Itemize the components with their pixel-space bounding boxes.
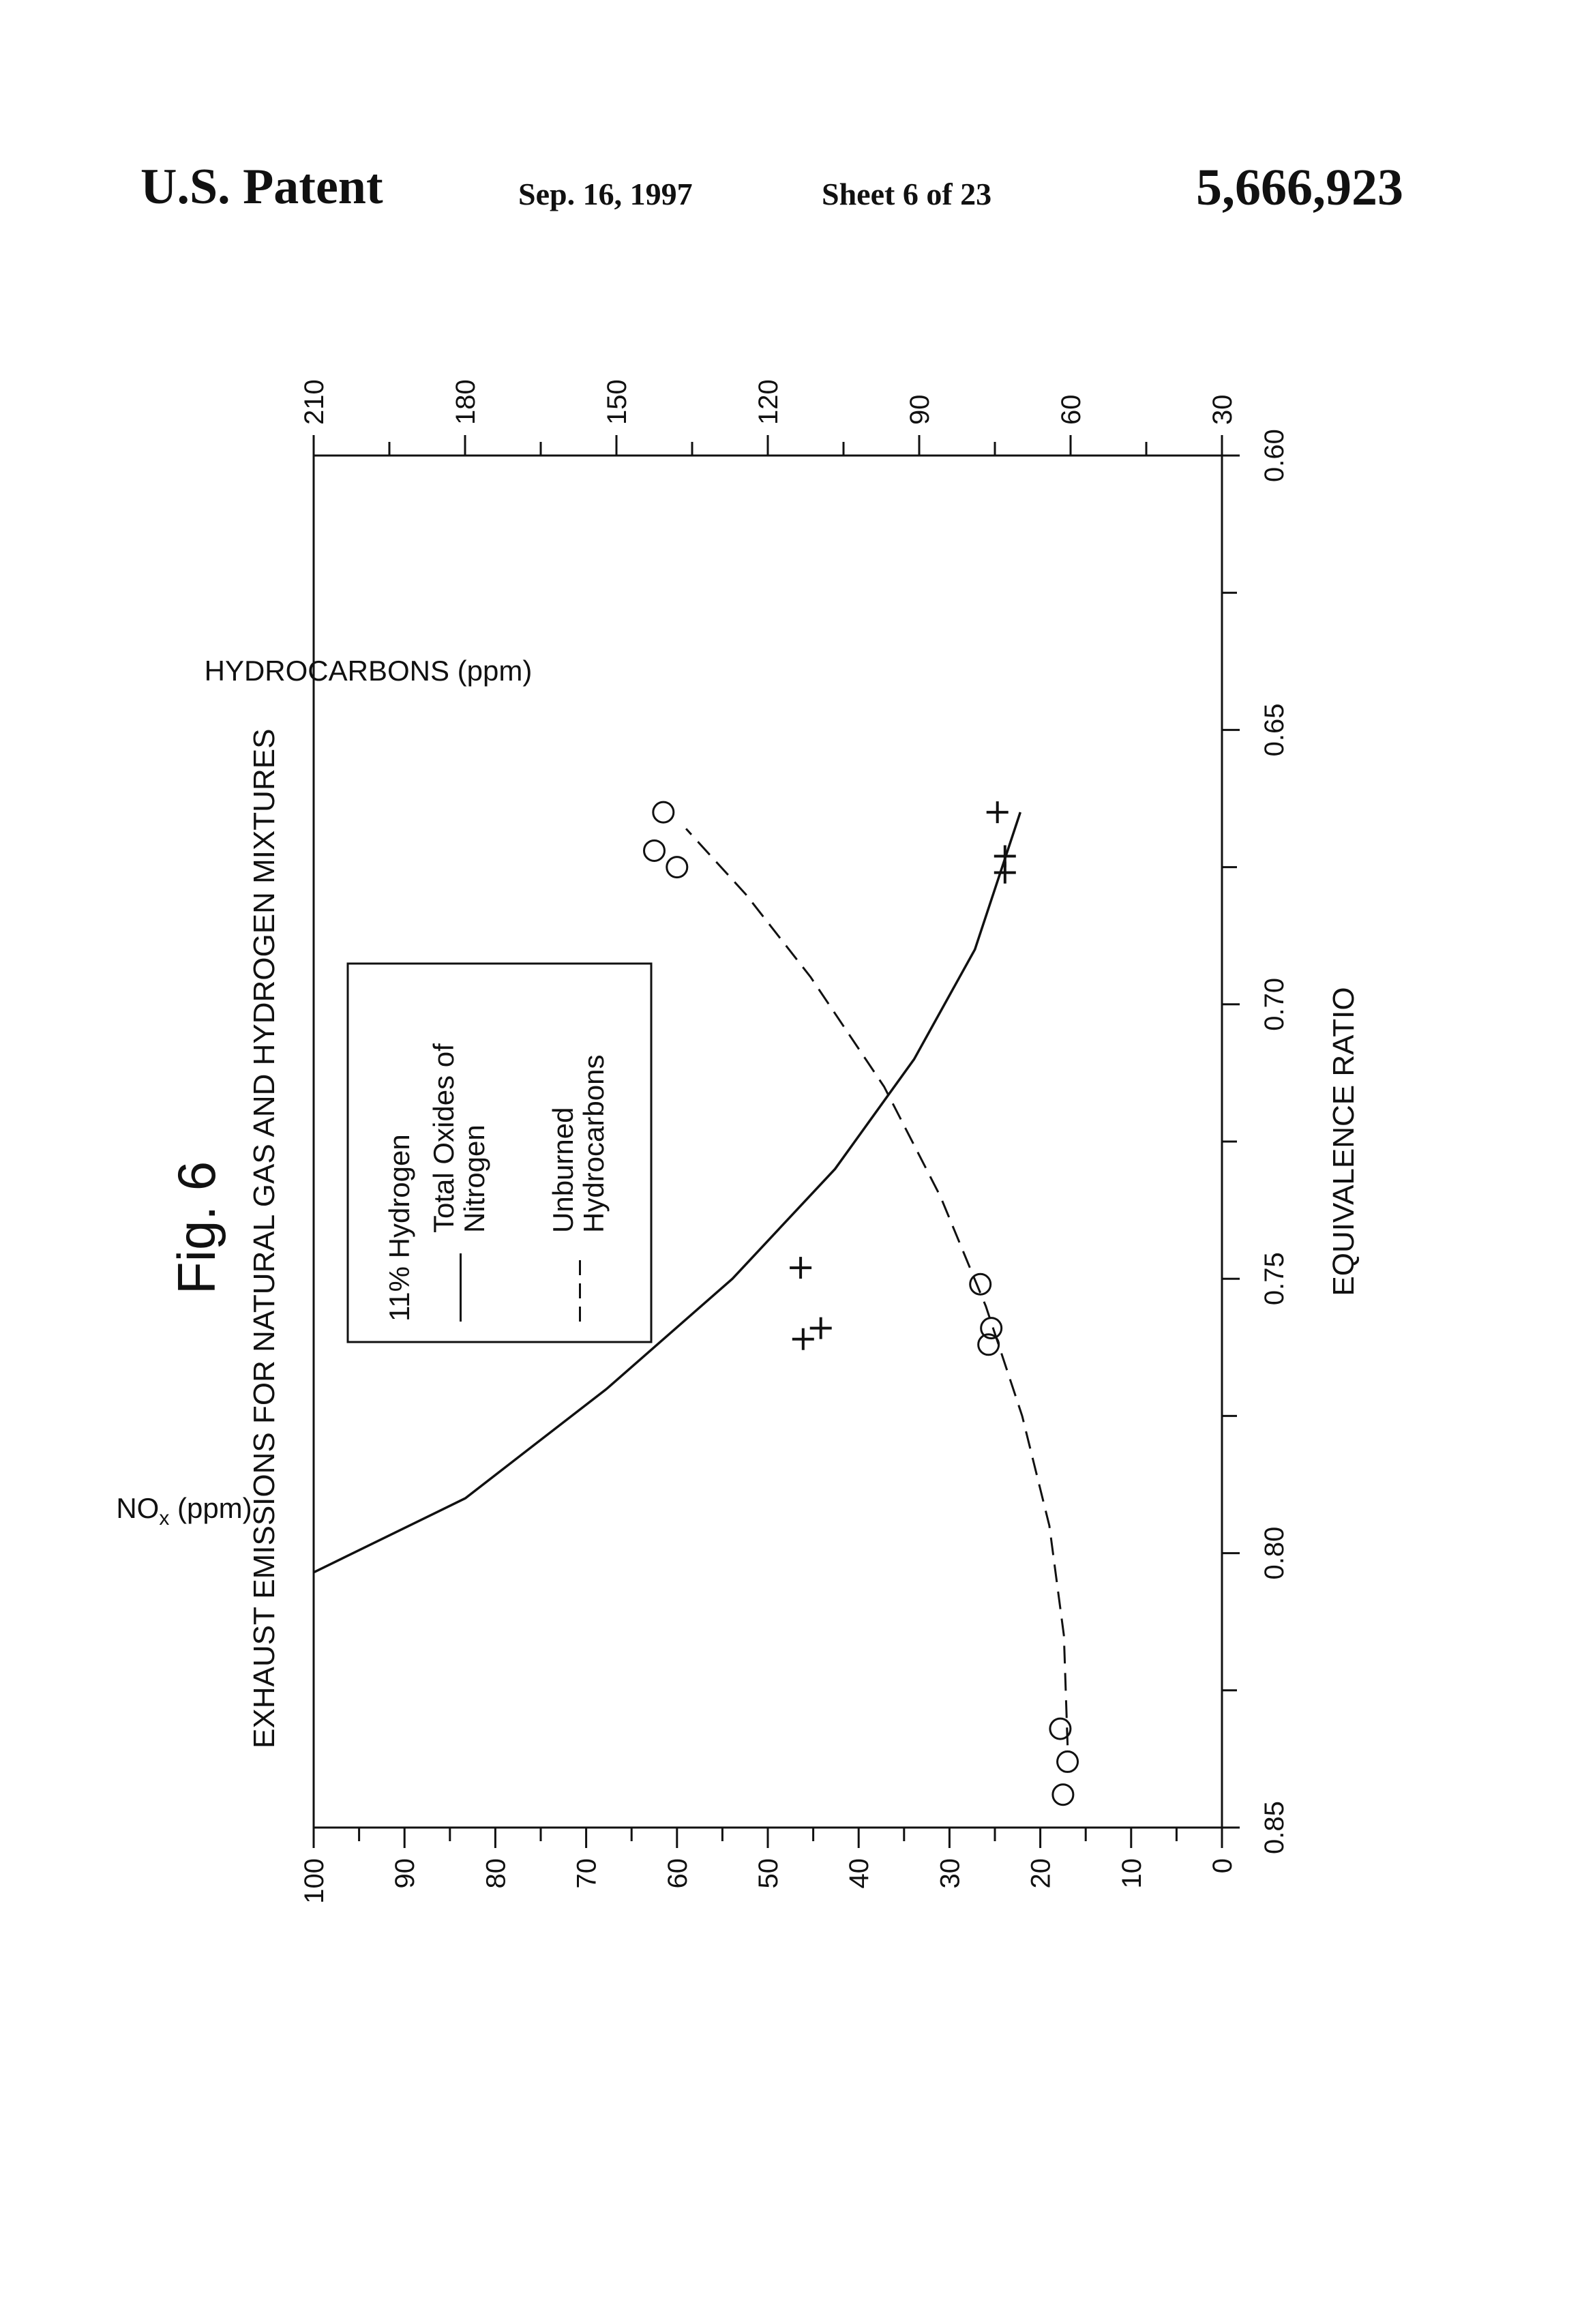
y-left-tick-label: 0 <box>1208 1858 1238 1873</box>
x-tick-label: 0.75 <box>1259 1252 1289 1305</box>
legend-label: Unburned <box>547 1107 579 1233</box>
x-tick-label: 0.85 <box>1259 1801 1289 1854</box>
legend-title: 11% Hydrogen <box>383 1134 415 1322</box>
legend-label: Total Oxides of <box>428 1043 460 1233</box>
y-left-tick-label: 30 <box>935 1858 965 1889</box>
hydrocarbons-curve <box>686 829 1068 1745</box>
y-right-tick-label: 150 <box>602 379 632 425</box>
y-left-label-main: NO <box>116 1492 159 1524</box>
legend-label: Nitrogen <box>458 1124 490 1233</box>
y-right-tick-label: 90 <box>905 395 935 426</box>
y-left-tick-label: 20 <box>1026 1858 1056 1889</box>
y-right-tick-label: 120 <box>753 379 783 425</box>
circle-marker <box>644 840 665 861</box>
circle-marker <box>667 857 687 878</box>
legend: 11% Hydrogen Total Oxides ofNitrogen Unbur… <box>348 964 651 1342</box>
x-tick-label: 0.80 <box>1259 1527 1289 1580</box>
y-right-tick-label: 30 <box>1208 395 1238 426</box>
chart-title: EXHAUST EMISSIONS FOR NATURAL GAS AND HY… <box>248 729 281 1748</box>
y-left-label-subscript: x <box>159 1507 169 1530</box>
plus-marker <box>987 801 1009 823</box>
y-left-tick-label: 50 <box>753 1858 783 1889</box>
y-left-tick-label: 40 <box>844 1858 874 1889</box>
rotated-figure: 0.85 0.80 0.75 0.70 0.65 0.60 0 10 20 30 40 50 60 70 8… <box>116 379 1360 1904</box>
plus-marker <box>994 846 1016 867</box>
y-left-tick-label: 70 <box>572 1858 602 1889</box>
circle-marker <box>1058 1751 1078 1772</box>
y-left-tick-label: 60 <box>663 1858 693 1889</box>
circle-marker <box>653 802 674 822</box>
y-left-tick-label: 80 <box>481 1858 511 1889</box>
plus-marker <box>810 1317 832 1339</box>
x-axis-label: EQUIVALENCE RATIO <box>1327 987 1360 1296</box>
y-left-tick-label: 100 <box>299 1858 329 1904</box>
x-tick-label: 0.65 <box>1259 703 1289 756</box>
y-left-axis-label: NOx (ppm) <box>116 1492 252 1530</box>
y-right-tick-label: 60 <box>1056 395 1086 426</box>
y-left-tick-label: 10 <box>1117 1858 1147 1889</box>
y-right-tick-label: 210 <box>299 379 329 425</box>
x-tick-label: 0.60 <box>1259 429 1289 482</box>
legend-label: Hydrocarbons <box>578 1055 610 1233</box>
circle-marker <box>1053 1785 1073 1805</box>
labels: Fig. 6 EXHAUST EMISSIONS FOR NATURAL GAS … <box>116 655 1360 1748</box>
figure-label: Fig. 6 <box>166 1161 226 1294</box>
plus-marker <box>792 1328 814 1350</box>
plus-marker <box>790 1257 811 1279</box>
y-right-tick-label: 180 <box>451 379 481 425</box>
y-left-tick-label: 90 <box>390 1858 420 1889</box>
y-left-label-units: (ppm) <box>169 1492 252 1524</box>
y-right-axis-label: HYDROCARBONS (ppm) <box>205 655 533 687</box>
markers <box>644 801 1078 1805</box>
x-tick-label: 0.70 <box>1259 978 1289 1031</box>
